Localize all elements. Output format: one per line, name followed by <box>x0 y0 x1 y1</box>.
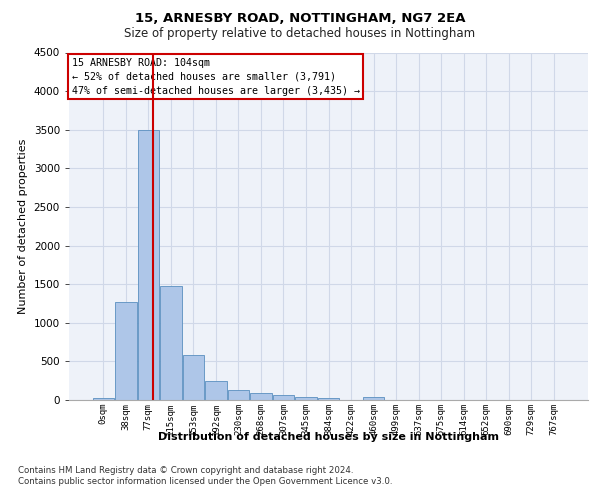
Bar <box>137 130 159 400</box>
Bar <box>115 302 137 400</box>
Bar <box>295 397 317 400</box>
Text: Size of property relative to detached houses in Nottingham: Size of property relative to detached ho… <box>124 28 476 40</box>
Text: 15, ARNESBY ROAD, NOTTINGHAM, NG7 2EA: 15, ARNESBY ROAD, NOTTINGHAM, NG7 2EA <box>135 12 465 26</box>
Text: Contains public sector information licensed under the Open Government Licence v3: Contains public sector information licen… <box>18 478 392 486</box>
Text: 15 ARNESBY ROAD: 104sqm
← 52% of detached houses are smaller (3,791)
47% of semi: 15 ARNESBY ROAD: 104sqm ← 52% of detache… <box>71 58 359 96</box>
Bar <box>182 355 204 400</box>
Bar <box>363 396 384 400</box>
Bar <box>92 398 114 400</box>
Bar <box>205 380 227 400</box>
Bar <box>228 390 249 400</box>
Bar <box>250 392 272 400</box>
Text: Contains HM Land Registry data © Crown copyright and database right 2024.: Contains HM Land Registry data © Crown c… <box>18 466 353 475</box>
Text: Distribution of detached houses by size in Nottingham: Distribution of detached houses by size … <box>158 432 499 442</box>
Bar <box>273 395 294 400</box>
Y-axis label: Number of detached properties: Number of detached properties <box>18 138 28 314</box>
Bar <box>318 398 339 400</box>
Bar <box>160 286 182 400</box>
